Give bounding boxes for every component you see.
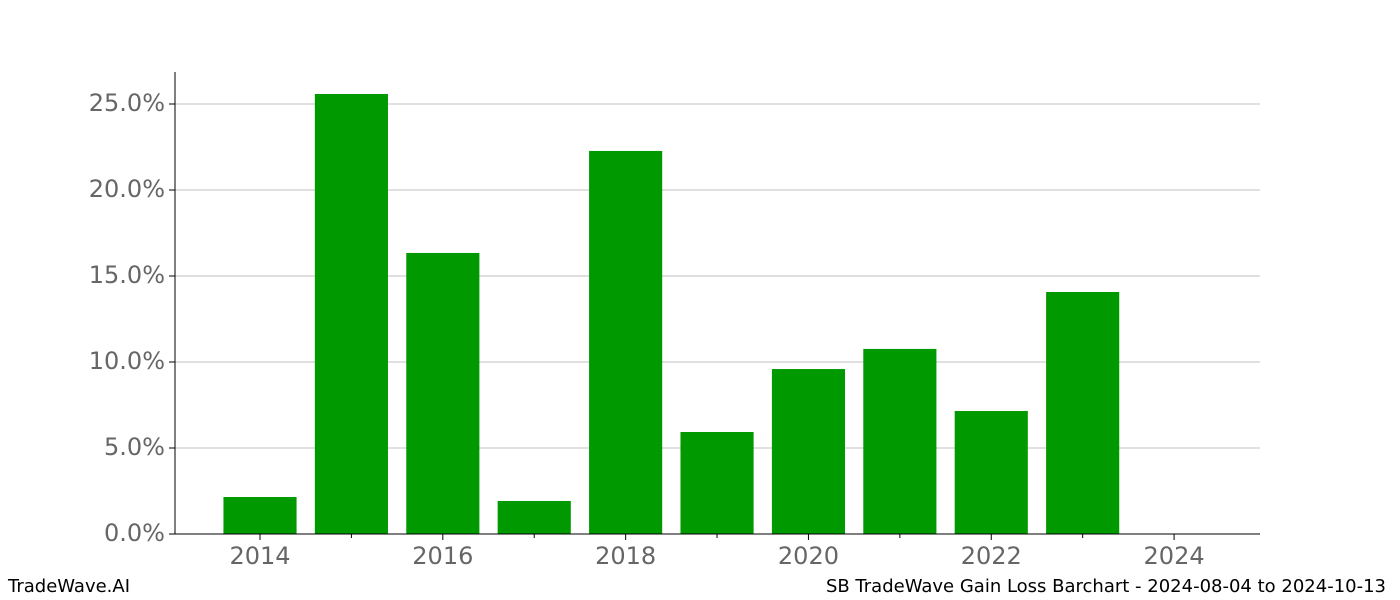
y-tick-label: 5.0%	[104, 433, 165, 461]
bar	[314, 94, 388, 534]
y-tick-label: 25.0%	[89, 89, 165, 117]
x-tick-label: 2018	[595, 542, 656, 570]
x-tick-label: 2022	[961, 542, 1022, 570]
bar	[589, 150, 663, 534]
bar	[1046, 291, 1120, 534]
y-tick-label: 15.0%	[89, 261, 165, 289]
x-tick-label: 2016	[412, 542, 473, 570]
bar	[223, 497, 297, 534]
bar	[406, 252, 480, 534]
bar	[497, 500, 571, 534]
bar	[954, 411, 1028, 534]
footer-left: TradeWave.AI	[7, 576, 130, 597]
bar	[863, 348, 937, 534]
x-tick-label: 2014	[229, 542, 290, 570]
footer-right: SB TradeWave Gain Loss Barchart - 2024-0…	[826, 576, 1386, 597]
x-tick-label: 2024	[1144, 542, 1205, 570]
y-tick-label: 10.0%	[89, 347, 165, 375]
y-tick-label: 20.0%	[89, 175, 165, 203]
x-tick-label: 2020	[778, 542, 839, 570]
bar	[771, 369, 846, 534]
y-tick-label: 0.0%	[104, 519, 165, 547]
bar	[680, 432, 754, 534]
